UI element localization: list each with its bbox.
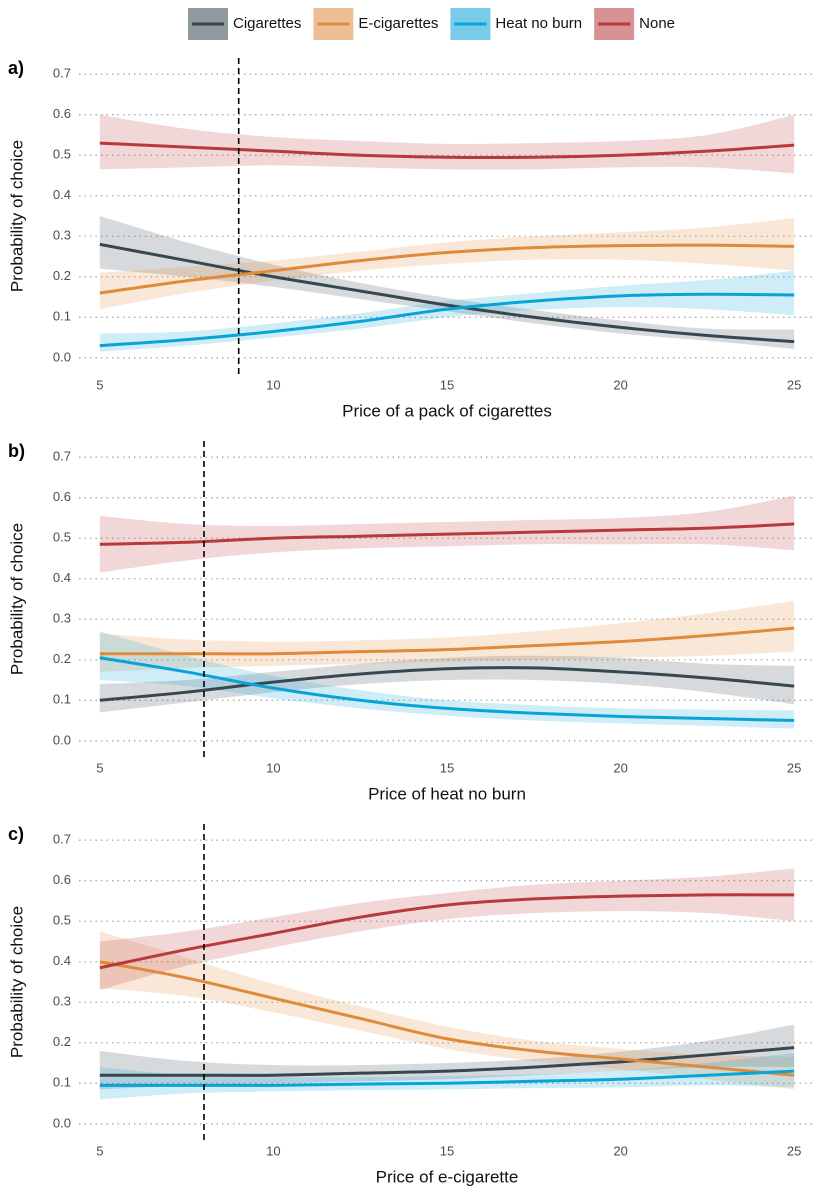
- x-tick-label: 5: [96, 377, 103, 392]
- series-line: [99, 960, 795, 1077]
- y-axis-title: Probability of choice: [7, 523, 26, 675]
- confidence-band: [99, 931, 795, 1090]
- y-tick-label: 0.4: [53, 570, 71, 585]
- series-line: [99, 666, 795, 702]
- series-line: [99, 141, 795, 159]
- y-tick-label: 0.5: [53, 913, 71, 928]
- legend-label: Heat no burn: [495, 15, 582, 32]
- x-tick-label: 10: [266, 760, 280, 775]
- y-tick-label: 0.1: [53, 1075, 71, 1090]
- x-tick-label: 20: [613, 377, 627, 392]
- y-tick-label: 0.3: [53, 228, 71, 243]
- x-tick-label: 20: [613, 1143, 627, 1158]
- y-tick-label: 0.0: [53, 1115, 71, 1130]
- x-tick-label: 20: [613, 760, 627, 775]
- y-tick-label: 0.2: [53, 1034, 71, 1049]
- series-line: [99, 242, 795, 344]
- confidence-band: [99, 218, 795, 310]
- x-tick-label: 15: [440, 1143, 454, 1158]
- confidence-band: [99, 1024, 795, 1090]
- series-line: [99, 1046, 795, 1077]
- y-tick-label: 0.6: [53, 872, 71, 887]
- series-line: [99, 656, 795, 723]
- confidence-band: [99, 1052, 795, 1100]
- x-tick-label: 10: [266, 377, 280, 392]
- y-tick-label: 0.6: [53, 106, 71, 121]
- panel-label: b): [8, 441, 25, 461]
- y-tick-label: 0.7: [53, 832, 71, 847]
- confidence-band: [99, 868, 795, 991]
- y-axis-title: Probability of choice: [7, 906, 26, 1058]
- series-line: [99, 522, 795, 546]
- y-tick-label: 0.6: [53, 489, 71, 504]
- x-tick-label: 10: [266, 1143, 280, 1158]
- y-tick-label: 0.1: [53, 309, 71, 324]
- y-tick-label: 0.2: [53, 268, 71, 283]
- confidence-band: [99, 655, 795, 713]
- series-line: [99, 243, 795, 295]
- y-tick-label: 0.3: [53, 994, 71, 1009]
- y-tick-label: 0.0: [53, 732, 71, 747]
- panel-label: c): [8, 824, 24, 844]
- x-tick-label: 5: [96, 1143, 103, 1158]
- x-tick-label: 25: [787, 377, 801, 392]
- legend-label: E-cigarettes: [358, 15, 438, 32]
- x-tick-label: 5: [96, 760, 103, 775]
- y-tick-label: 0.2: [53, 651, 71, 666]
- panel-label: a): [8, 58, 24, 78]
- x-tick-label: 25: [787, 760, 801, 775]
- x-axis-title: Price of heat no burn: [368, 784, 526, 803]
- y-tick-label: 0.4: [53, 187, 71, 202]
- y-tick-label: 0.7: [53, 66, 71, 81]
- x-axis-title: Price of e-cigarette: [376, 1167, 519, 1186]
- series-line: [99, 1069, 795, 1087]
- legend-label: Cigarettes: [233, 15, 301, 32]
- series-line: [99, 893, 795, 970]
- y-tick-label: 0.7: [53, 449, 71, 464]
- y-axis-title: Probability of choice: [7, 140, 26, 292]
- x-axis-title: Price of a pack of cigarettes: [342, 401, 552, 420]
- x-tick-label: 25: [787, 1143, 801, 1158]
- y-tick-label: 0.0: [53, 349, 71, 364]
- series-line: [99, 626, 795, 656]
- x-tick-label: 15: [440, 377, 454, 392]
- y-tick-label: 0.5: [53, 530, 71, 545]
- x-tick-label: 15: [440, 760, 454, 775]
- y-tick-label: 0.1: [53, 692, 71, 707]
- y-tick-label: 0.5: [53, 147, 71, 162]
- y-tick-label: 0.4: [53, 953, 71, 968]
- confidence-band: [99, 114, 795, 174]
- legend-label: None: [639, 15, 675, 32]
- series-line: [99, 292, 795, 348]
- y-tick-label: 0.3: [53, 611, 71, 626]
